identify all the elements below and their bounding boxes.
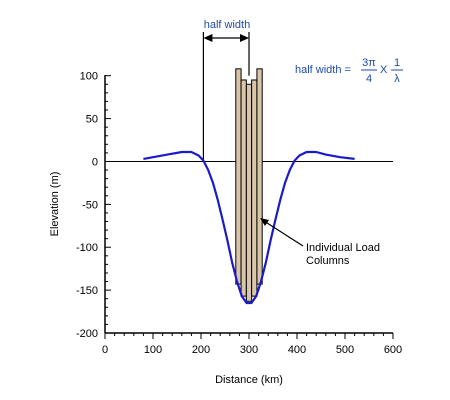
x-tick-label: 500 <box>336 344 354 356</box>
load-column-4 <box>251 79 258 297</box>
callout-arrowhead <box>260 218 269 226</box>
half-width-arrowhead-left <box>203 34 213 42</box>
y-tick-label: 50 <box>86 114 98 126</box>
load-column-5 <box>256 68 263 285</box>
load-column-2 <box>240 79 247 297</box>
formula-denominator-1: 4 <box>366 73 372 85</box>
load-column-3 <box>245 83 253 302</box>
formula-times: X <box>380 64 388 76</box>
x-tick-label: 200 <box>192 344 210 356</box>
formula-numerator-1: 3π <box>362 57 376 69</box>
load-columns <box>235 68 263 302</box>
y-tick-label: -50 <box>82 199 98 211</box>
x-tick-label: 400 <box>288 344 306 356</box>
y-tick-label: -200 <box>76 328 98 340</box>
callout-line-2: Columns <box>306 255 350 267</box>
y-tick-label: -150 <box>76 285 98 297</box>
y-ticks: 100 50 0 -50 -100 -150 -200 <box>76 71 111 340</box>
x-ticks: 0 100 200 300 400 500 600 <box>102 333 402 356</box>
load-columns-callout: Individual Load Columns <box>260 218 380 267</box>
y-tick-label: -100 <box>76 242 98 254</box>
x-tick-label: 300 <box>240 344 258 356</box>
formula-lhs: half width = <box>295 64 351 76</box>
deflection-curve <box>143 150 355 305</box>
callout-line-1: Individual Load <box>306 242 380 254</box>
y-tick-label: 0 <box>92 156 98 168</box>
y-axis-title: Elevation (m) <box>49 172 61 237</box>
callout-leader <box>263 220 304 247</box>
half-width-arrowhead-right <box>240 34 249 42</box>
half-width-label: half width <box>204 19 250 31</box>
y-tick-label: 100 <box>80 71 98 83</box>
formula-numerator-2: 1 <box>394 57 400 69</box>
x-tick-label: 0 <box>102 344 108 356</box>
x-tick-label: 100 <box>144 344 162 356</box>
half-width-indicator <box>202 32 250 162</box>
formula-denominator-2: λ <box>394 73 400 85</box>
x-axis-title: Distance (km) <box>215 374 283 386</box>
x-tick-label: 600 <box>384 344 402 356</box>
half-width-formula: half width = 3π 4 X 1 λ <box>295 57 403 85</box>
load-column-1 <box>235 68 242 285</box>
